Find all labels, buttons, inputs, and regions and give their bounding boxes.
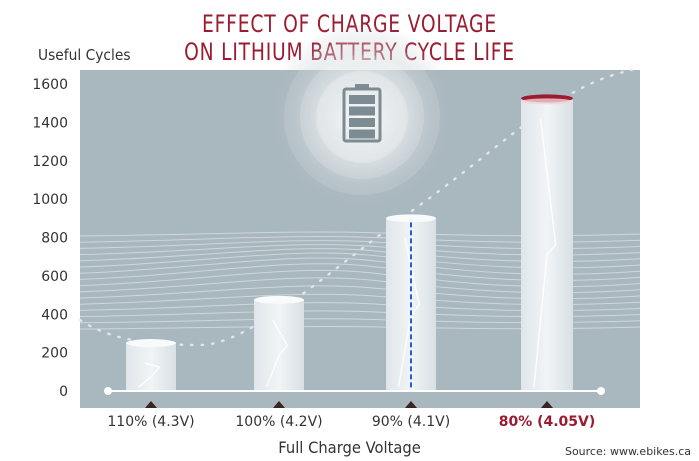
bar: [126, 339, 176, 391]
y-tick-label: 200: [41, 346, 68, 362]
x-axis-label: Full Charge Voltage: [278, 438, 421, 457]
bar: [254, 295, 304, 391]
y-tick-label: 800: [41, 231, 68, 247]
y-tick-label: 1000: [32, 192, 68, 208]
x-tick-marker: [145, 401, 157, 408]
background-decoration: [78, 22, 641, 347]
y-tick-label: 1200: [32, 154, 68, 170]
y-tick-label: 1600: [32, 77, 68, 93]
source-note: Source: www.ebikes.ca: [564, 445, 691, 458]
x-tick-marker: [405, 401, 417, 408]
y-tick-label: 400: [41, 307, 68, 323]
y-axis-ticks: 0 200 400 600 800 1000 1200 1400 1600: [32, 77, 68, 400]
bars: [126, 94, 573, 391]
x-tick-marker: [541, 401, 553, 408]
y-axis-label: Useful Cycles: [38, 46, 131, 64]
x-tick-label: 100% (4.2V): [235, 414, 322, 430]
y-tick-label: 1400: [32, 115, 68, 131]
x-tick-marker: [273, 401, 285, 408]
battery-icon: [342, 84, 382, 143]
x-tick-label: 90% (4.1V): [372, 414, 450, 430]
y-tick-label: 600: [41, 269, 68, 285]
x-axis: [104, 387, 605, 395]
x-tick-label: 80% (4.05V): [499, 414, 596, 430]
x-tick-label: 110% (4.3V): [107, 414, 194, 430]
x-axis-ticks: 110% (4.3V) 100% (4.2V) 90% (4.1V) 80% (4.0…: [107, 401, 595, 430]
y-tick-label: 0: [59, 384, 68, 400]
bar: [521, 94, 573, 391]
